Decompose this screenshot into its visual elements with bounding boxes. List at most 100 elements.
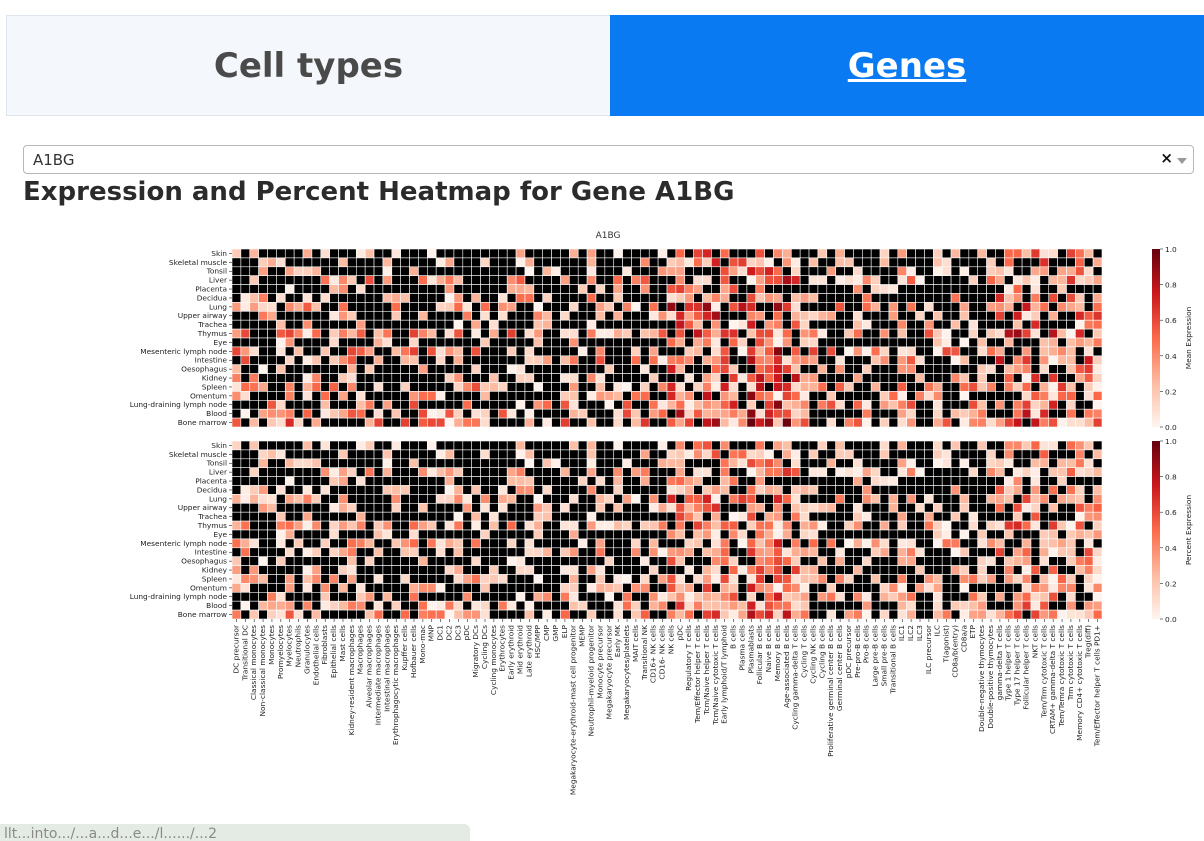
- heatmap-cell: [462, 547, 473, 557]
- heatmap-cell: [586, 529, 597, 540]
- heatmap-cell: [657, 520, 668, 531]
- heatmap-cell: [453, 355, 464, 366]
- heatmap-cell: [1048, 547, 1058, 557]
- heatmap-cell: [489, 440, 499, 451]
- heatmap-cell: [551, 400, 561, 410]
- heatmap-cell: [879, 476, 890, 486]
- heatmap-cell: [435, 609, 446, 620]
- heatmap-cell: [240, 511, 251, 522]
- heatmap-cell: [906, 337, 916, 348]
- heatmap-cell: [311, 408, 322, 419]
- heatmap-cell: [746, 574, 757, 584]
- heatmap-cell: [293, 511, 304, 522]
- heatmap-cell: [862, 391, 872, 401]
- heatmap-cell: [560, 248, 570, 259]
- heatmap-cell: [1048, 556, 1058, 566]
- heatmap-cell: [640, 328, 650, 339]
- heatmap-cell: [906, 538, 916, 549]
- heatmap-cell: [799, 511, 810, 522]
- heatmap-cell: [640, 302, 650, 312]
- heatmap-cell: [560, 591, 570, 602]
- heatmap-cell: [506, 449, 517, 460]
- heatmap-cell: [400, 511, 410, 522]
- heatmap-cell: [924, 311, 934, 321]
- heatmap-cell: [231, 538, 242, 549]
- heatmap-cell: [906, 417, 916, 428]
- gene-select[interactable]: A1BG ×: [23, 145, 1194, 174]
- heatmap-cell: [515, 337, 526, 348]
- heatmap-cell: [551, 293, 561, 303]
- heatmap-cell: [1075, 467, 1085, 477]
- heatmap-cell: [338, 302, 348, 312]
- heatmap-cell: [968, 391, 979, 401]
- heatmap-cell: [382, 511, 393, 522]
- heatmap-cell: [533, 449, 544, 460]
- heatmap-cell: [1012, 328, 1023, 339]
- heatmap-cell: [755, 538, 765, 549]
- heatmap-cell: [355, 373, 366, 383]
- heatmap-cell: [489, 417, 499, 428]
- heatmap-cell: [648, 583, 659, 593]
- heatmap-cell: [897, 373, 908, 383]
- heatmap-cell: [489, 449, 499, 460]
- heatmap-cell: [897, 275, 908, 285]
- heatmap-cell: [284, 440, 295, 451]
- heatmap-cell: [933, 476, 943, 486]
- heatmap-cell: [427, 511, 437, 522]
- heatmap-cell: [702, 467, 712, 477]
- heatmap-cell: [728, 565, 739, 575]
- heatmap-cell: [622, 382, 632, 392]
- heatmap-cell: [311, 449, 322, 460]
- heatmap-cell: [533, 494, 544, 504]
- heatmap-cell: [551, 266, 561, 276]
- heatmap-cell: [391, 248, 401, 259]
- heatmap-cell: [790, 337, 801, 348]
- heatmap-cell: [329, 565, 339, 575]
- heatmap-cell: [870, 364, 881, 374]
- heatmap-cell: [977, 400, 987, 410]
- heatmap-cell: [400, 364, 410, 374]
- heatmap-cell: [764, 529, 774, 540]
- heatmap-cell: [355, 440, 366, 451]
- heatmap-cell: [409, 364, 419, 374]
- heatmap-cell: [391, 373, 401, 383]
- heatmap-cell: [675, 547, 686, 557]
- heatmap-cell: [302, 600, 313, 611]
- heatmap-cell: [515, 574, 526, 584]
- heatmap-cell: [293, 337, 304, 348]
- heatmap-cell: [959, 574, 970, 584]
- heatmap-cell: [258, 565, 268, 575]
- heatmap-cell: [1057, 400, 1067, 410]
- heatmap-cell: [986, 257, 996, 268]
- heatmap-cell: [569, 440, 579, 451]
- heatmap-cell: [427, 476, 437, 486]
- heatmap-cell: [640, 502, 650, 513]
- heatmap-cell: [693, 467, 703, 477]
- heatmap-cell: [542, 328, 552, 339]
- heatmap-cell: [959, 391, 970, 401]
- tab-cell-types[interactable]: Cell types: [6, 15, 610, 116]
- heatmap-cell: [435, 417, 446, 428]
- heatmap-cell: [862, 511, 872, 522]
- heatmap-cell: [728, 529, 739, 540]
- heatmap-cell: [684, 476, 694, 486]
- heatmap-cell: [959, 355, 970, 366]
- chevron-down-icon[interactable]: [1177, 158, 1187, 164]
- clear-icon[interactable]: ×: [1160, 149, 1173, 167]
- heatmap-cell: [1075, 257, 1085, 268]
- heatmap-cell: [320, 476, 330, 486]
- heatmap-cell: [959, 494, 970, 504]
- heatmap-cell: [1066, 382, 1076, 392]
- heatmap-cell: [249, 328, 259, 339]
- heatmap-cell: [506, 485, 517, 495]
- tab-genes[interactable]: Genes: [610, 15, 1204, 116]
- heatmap-cell: [728, 328, 739, 339]
- heatmap-cell: [240, 476, 251, 486]
- heatmap-cell: [231, 511, 242, 522]
- heatmap-cell: [533, 417, 544, 428]
- heatmap-cell: [267, 346, 277, 357]
- heatmap-cell: [1048, 328, 1058, 339]
- heatmap-cell: [1021, 494, 1032, 504]
- heatmap-cell: [924, 346, 934, 357]
- heatmap-cell: [560, 257, 570, 268]
